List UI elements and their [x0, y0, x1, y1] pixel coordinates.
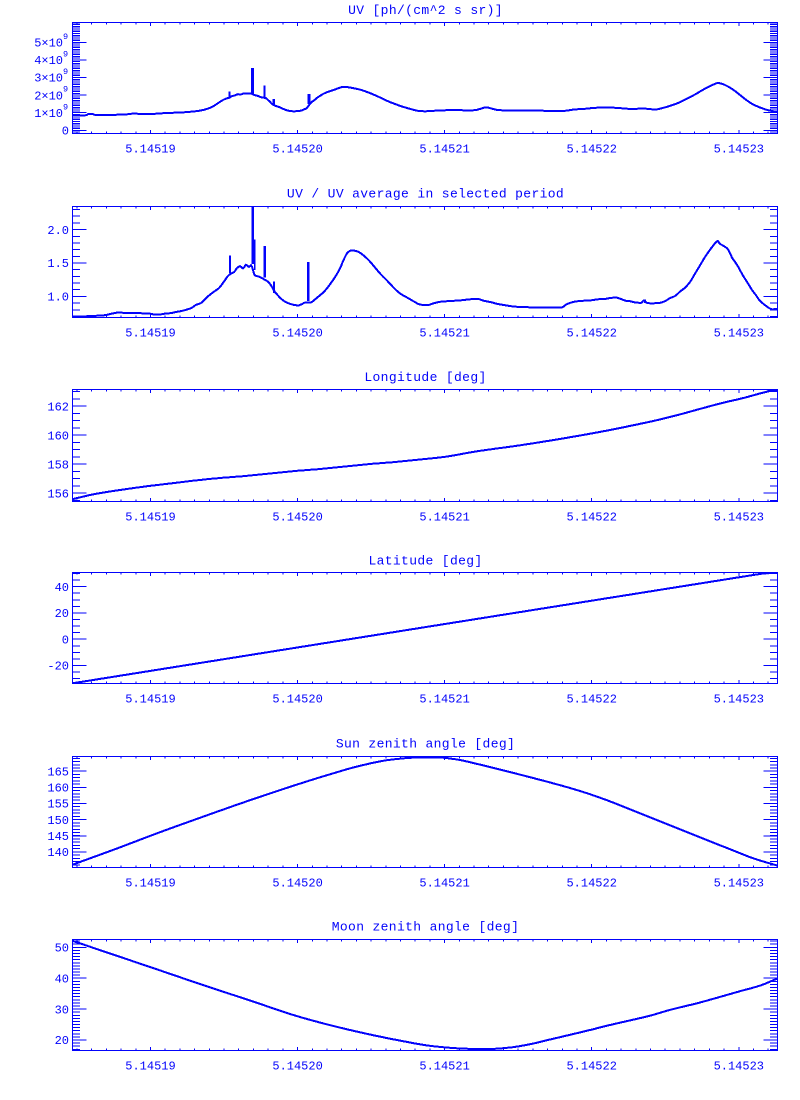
svg-text:3×10: 3×10 [34, 72, 63, 86]
svg-text:156: 156 [47, 487, 69, 501]
svg-text:9: 9 [63, 102, 68, 112]
svg-text:30: 30 [55, 1003, 69, 1017]
svg-text:9: 9 [63, 85, 68, 95]
svg-text:5.14520: 5.14520 [272, 143, 322, 157]
svg-text:5.14521: 5.14521 [419, 326, 469, 340]
svg-text:5.14520: 5.14520 [272, 876, 322, 890]
svg-text:Sun zenith angle [deg]: Sun zenith angle [deg] [336, 736, 515, 751]
svg-text:1.0: 1.0 [47, 291, 69, 305]
svg-text:20: 20 [55, 607, 69, 621]
svg-text:5.14519: 5.14519 [125, 876, 175, 890]
svg-text:5.14521: 5.14521 [419, 693, 469, 707]
svg-text:9: 9 [63, 67, 68, 77]
svg-text:4×10: 4×10 [34, 54, 63, 68]
svg-text:5.14519: 5.14519 [125, 143, 175, 157]
svg-text:40: 40 [55, 581, 69, 595]
svg-text:5.14522: 5.14522 [566, 876, 616, 890]
svg-text:0: 0 [62, 125, 69, 139]
svg-text:9: 9 [63, 32, 68, 42]
svg-text:Latitude [deg]: Latitude [deg] [368, 553, 482, 568]
svg-text:5.14522: 5.14522 [566, 1059, 616, 1073]
svg-text:20: 20 [55, 1034, 69, 1048]
svg-text:5.14523: 5.14523 [714, 143, 764, 157]
svg-text:5.14519: 5.14519 [125, 693, 175, 707]
svg-text:UV / UV average in selected pe: UV / UV average in selected period [287, 186, 564, 201]
svg-text:2.0: 2.0 [47, 224, 69, 238]
svg-text:5.14523: 5.14523 [714, 326, 764, 340]
svg-text:5.14521: 5.14521 [419, 143, 469, 157]
svg-text:5.14519: 5.14519 [125, 510, 175, 524]
svg-text:5.14519: 5.14519 [125, 326, 175, 340]
svg-text:5×10: 5×10 [34, 37, 63, 51]
svg-text:5.14521: 5.14521 [419, 876, 469, 890]
svg-text:Moon zenith angle [deg]: Moon zenith angle [deg] [332, 919, 519, 934]
svg-text:0: 0 [62, 633, 69, 647]
svg-text:140: 140 [47, 846, 69, 860]
svg-text:-20: -20 [47, 660, 69, 674]
svg-text:5.14522: 5.14522 [566, 143, 616, 157]
svg-text:5.14520: 5.14520 [272, 693, 322, 707]
svg-text:2×10: 2×10 [34, 89, 63, 103]
svg-text:9: 9 [63, 50, 68, 60]
svg-text:5.14519: 5.14519 [125, 1059, 175, 1073]
svg-text:5.14520: 5.14520 [272, 510, 322, 524]
svg-text:5.14520: 5.14520 [272, 1059, 322, 1073]
svg-text:5.14523: 5.14523 [714, 876, 764, 890]
svg-text:5.14522: 5.14522 [566, 693, 616, 707]
svg-text:150: 150 [47, 814, 69, 828]
svg-text:Longitude [deg]: Longitude [deg] [364, 370, 486, 385]
svg-text:5.14521: 5.14521 [419, 510, 469, 524]
svg-text:160: 160 [47, 429, 69, 443]
svg-text:40: 40 [55, 972, 69, 986]
svg-text:5.14523: 5.14523 [714, 510, 764, 524]
svg-text:145: 145 [47, 830, 69, 844]
svg-text:162: 162 [47, 400, 69, 414]
svg-text:155: 155 [47, 798, 69, 812]
svg-text:5.14520: 5.14520 [272, 326, 322, 340]
svg-text:1.5: 1.5 [47, 257, 69, 271]
svg-text:5.14521: 5.14521 [419, 1059, 469, 1073]
svg-text:5.14523: 5.14523 [714, 1059, 764, 1073]
svg-text:165: 165 [47, 765, 69, 779]
svg-text:5.14522: 5.14522 [566, 326, 616, 340]
svg-text:1×10: 1×10 [34, 107, 63, 121]
svg-text:158: 158 [47, 458, 69, 472]
svg-text:UV [ph/(cm^2 s sr)]: UV [ph/(cm^2 s sr)] [348, 3, 503, 18]
svg-text:160: 160 [47, 782, 69, 796]
svg-text:50: 50 [55, 942, 69, 956]
svg-text:5.14522: 5.14522 [566, 510, 616, 524]
svg-text:5.14523: 5.14523 [714, 693, 764, 707]
